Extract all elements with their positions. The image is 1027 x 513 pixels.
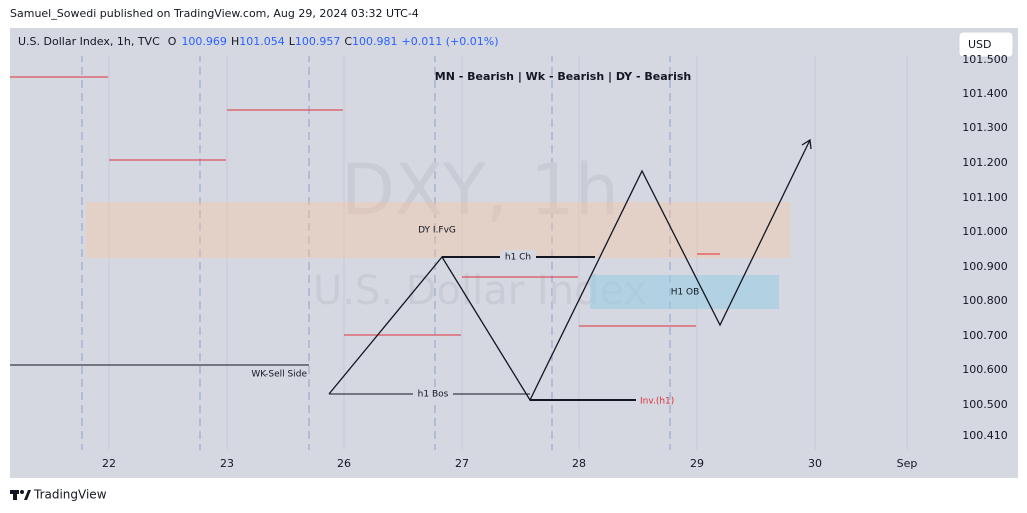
time-tick-label: 27 (455, 457, 469, 470)
price-tick-label: 100.900 (962, 260, 1008, 273)
label-bg (500, 250, 536, 263)
legend-symbol: U.S. Dollar Index, 1h, TVC (18, 35, 160, 48)
price-tick-label: 101.500 (962, 53, 1008, 66)
time-tick-label: 29 (690, 457, 704, 470)
fvg-label: DY I.FvG (418, 226, 456, 236)
currency[interactable]: USD (968, 38, 992, 51)
footer-bg (0, 478, 1027, 513)
price-tick-label: 101.000 (962, 225, 1008, 238)
label-bg (413, 388, 453, 401)
time-axis: 22 23 26 27 28 29 30 Sep (102, 457, 917, 470)
header: Samuel_Sowedi published on TradingView.c… (10, 7, 419, 20)
time-tick-label: 30 (808, 457, 822, 470)
footer-brand: TradingView (33, 488, 107, 502)
legend-l: 100.957 (295, 35, 341, 48)
price-tick-label: 100.600 (962, 363, 1008, 376)
grid (108, 28, 908, 450)
price-tick-label: 101.100 (962, 191, 1008, 204)
daily-levels (10, 76, 720, 336)
legend-c: 100.981 (352, 35, 398, 48)
price-tick-label: 100.700 (962, 329, 1008, 342)
legend-h-label: H (231, 35, 239, 48)
legend-l-label: L (289, 35, 296, 48)
price-axis: 101.500 101.400 101.300 101.200 101.100 101.0… (962, 53, 1008, 442)
legend: U.S. Dollar Index, 1h, TVC O 100.969 H 101.0… (18, 35, 499, 48)
ob-zone (590, 275, 779, 309)
currency-button[interactable] (958, 31, 1014, 58)
price-tick-label: 101.400 (962, 87, 1008, 100)
drawings (10, 138, 812, 402)
time-tick-label: Sep (897, 457, 918, 470)
price-tick-label: 100.410 (962, 429, 1008, 442)
price-tick-label: 101.200 (962, 156, 1008, 169)
time-tick-label: 26 (337, 457, 351, 470)
legend-o-label: O (168, 35, 177, 48)
price-tick-label: 100.500 (962, 398, 1008, 411)
legend-change: +0.011 (+0.01%) (402, 35, 499, 48)
session-breaks (81, 28, 671, 450)
legend-bg (10, 28, 950, 56)
legend-c-label: C (344, 35, 352, 48)
time-tick-label: 22 (102, 457, 116, 470)
bias-label: MN - Bearish | Wk - Bearish | DY - Beari… (435, 70, 691, 83)
bos-label: h1 Bos (418, 390, 449, 400)
ob-label: H1 OB (671, 288, 700, 298)
price-tick-label: 100.800 (962, 294, 1008, 307)
watermark-symbol: DXY, 1h (341, 149, 619, 231)
sell-side-label: WK-Sell Side (251, 370, 307, 380)
time-tick-label: 23 (220, 457, 234, 470)
fvg-zone (86, 202, 790, 258)
tv-logo (10, 490, 31, 500)
legend-h: 101.054 (239, 35, 285, 48)
ch-label: h1 Ch (505, 253, 531, 263)
legend-o: 100.969 (181, 35, 227, 48)
price-tick-label: 101.300 (962, 121, 1008, 134)
inv-label: Inv.(h1) (640, 397, 674, 407)
time-tick-label: 28 (572, 457, 586, 470)
